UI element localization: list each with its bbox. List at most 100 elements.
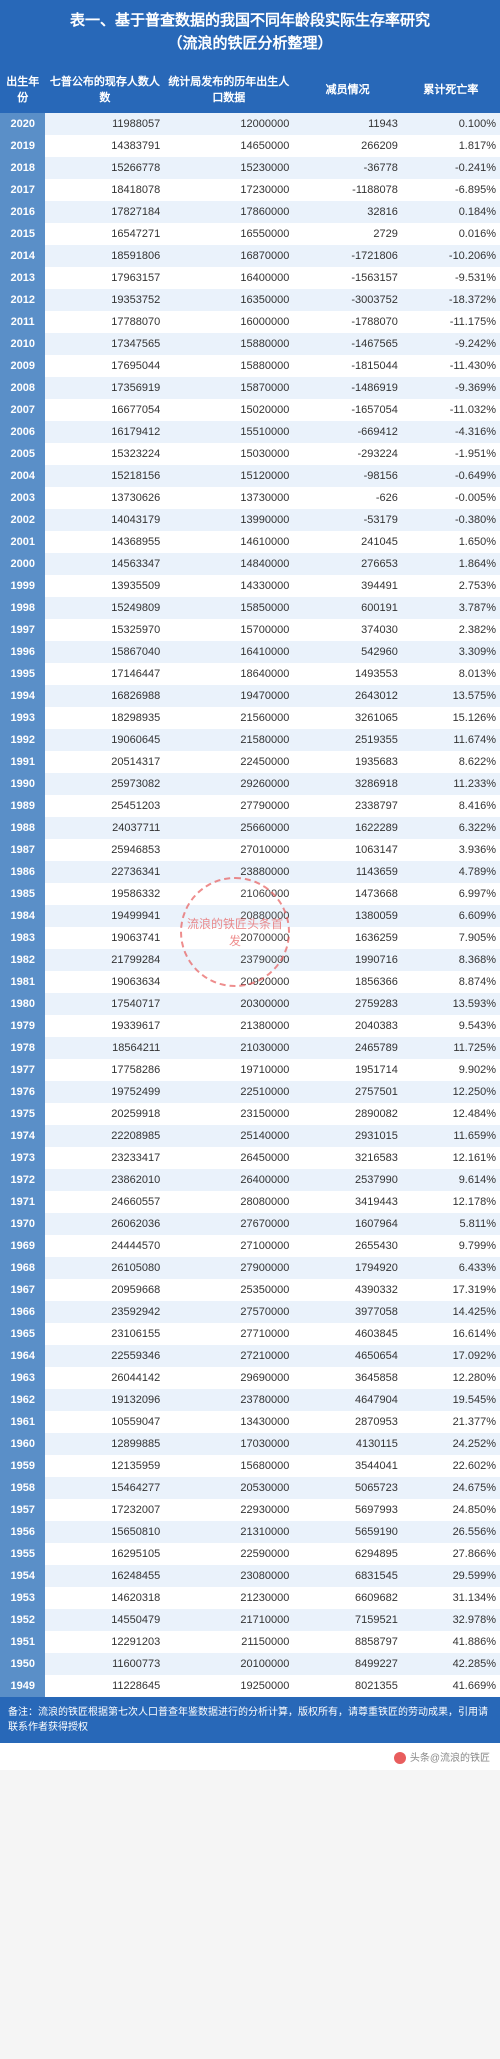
cell: 2338797: [293, 795, 401, 817]
cell: 29690000: [164, 1367, 293, 1389]
table-row: 1987259468532701000010631473.936%: [0, 839, 500, 861]
cell: 0.184%: [402, 201, 500, 223]
cell: 16826988: [45, 685, 164, 707]
cell: -669412: [293, 421, 401, 443]
cell: 542960: [293, 641, 401, 663]
table-row: 19561565081021310000565919026.556%: [0, 1521, 500, 1543]
cell: 25451203: [45, 795, 164, 817]
cell: 14383791: [45, 135, 164, 157]
cell: 8.622%: [402, 751, 500, 773]
cell: 25140000: [164, 1125, 293, 1147]
cell: 13.593%: [402, 993, 500, 1015]
cell: 394491: [293, 575, 401, 597]
cell: -98156: [293, 465, 401, 487]
cell: 17758286: [45, 1059, 164, 1081]
cell: 21230000: [164, 1587, 293, 1609]
cell: 1473668: [293, 883, 401, 905]
cell: 374030: [293, 619, 401, 641]
table-row: 19801754071720300000275928313.593%: [0, 993, 500, 1015]
cell: 19353752: [45, 289, 164, 311]
cell: -3003752: [293, 289, 401, 311]
cell: 1951: [0, 1631, 45, 1653]
table-row: 19601289988517030000413011524.252%: [0, 1433, 500, 1455]
table-row: 19581546427720530000506572324.675%: [0, 1477, 500, 1499]
cell: 3544041: [293, 1455, 401, 1477]
cell: 17146447: [45, 663, 164, 685]
cell: -0.649%: [402, 465, 500, 487]
table-row: 1991205143172245000019356838.622%: [0, 751, 500, 773]
cell: 19710000: [164, 1059, 293, 1081]
cell: 2009: [0, 355, 45, 377]
cell: 20880000: [164, 905, 293, 927]
cell: -10.206%: [402, 245, 500, 267]
cell: 2004: [0, 465, 45, 487]
cell: 13.575%: [402, 685, 500, 707]
cell: 19586332: [45, 883, 164, 905]
cell: 5.811%: [402, 1213, 500, 1235]
cell: 1856366: [293, 971, 401, 993]
cell: 1063147: [293, 839, 401, 861]
table-row: 19611055904713430000287095321.377%: [0, 1411, 500, 1433]
cell: 14043179: [45, 509, 164, 531]
cell: 21150000: [164, 1631, 293, 1653]
cell: 24660557: [45, 1191, 164, 1213]
table-row: 20201198805712000000119430.100%: [0, 113, 500, 135]
cell: 4130115: [293, 1433, 401, 1455]
cell: 20514317: [45, 751, 164, 773]
cell: 8.013%: [402, 663, 500, 685]
cell: 19250000: [164, 1675, 293, 1697]
cell: 2931015: [293, 1125, 401, 1147]
cell: 15120000: [164, 465, 293, 487]
cell: 18591806: [45, 245, 164, 267]
cell: 600191: [293, 597, 401, 619]
cell: 6.997%: [402, 883, 500, 905]
cell: 1961: [0, 1411, 45, 1433]
table-row: 19902597308229260000328691811.233%: [0, 773, 500, 795]
cell: 1982: [0, 949, 45, 971]
cell: 24.850%: [402, 1499, 500, 1521]
cell: 1954: [0, 1565, 45, 1587]
cell: 16.614%: [402, 1323, 500, 1345]
table-row: 1985195863322106000014736686.997%: [0, 883, 500, 905]
cell: 16547271: [45, 223, 164, 245]
cell: 12000000: [164, 113, 293, 135]
table-row: 1995171464471864000014935538.013%: [0, 663, 500, 685]
table-row: 1969244445702710000026554309.799%: [0, 1235, 500, 1257]
cell: 4647904: [293, 1389, 401, 1411]
cell: 1990: [0, 773, 45, 795]
cell: 21580000: [164, 729, 293, 751]
cell: 23880000: [164, 861, 293, 883]
cell: 17827184: [45, 201, 164, 223]
cell: 32.978%: [402, 1609, 500, 1631]
cell: 5659190: [293, 1521, 401, 1543]
cell: 11600773: [45, 1653, 164, 1675]
cell: 22590000: [164, 1543, 293, 1565]
title-line1: 表一、基于普查数据的我国不同年龄段实际生存率研究: [70, 12, 430, 29]
cell: 16400000: [164, 267, 293, 289]
table-row: 19632604414229690000364585812.280%: [0, 1367, 500, 1389]
cell: 41.886%: [402, 1631, 500, 1653]
cell: 20920000: [164, 971, 293, 993]
cell: 1493553: [293, 663, 401, 685]
cell: 6.322%: [402, 817, 500, 839]
table-row: 19941682698819470000264301213.575%: [0, 685, 500, 707]
cell: 2655430: [293, 1235, 401, 1257]
table-row: 20021404317913990000-53179-0.380%: [0, 509, 500, 531]
cell: 19132096: [45, 1389, 164, 1411]
col-year: 出生年份: [0, 65, 45, 113]
cell: 1978: [0, 1037, 45, 1059]
cell: 26450000: [164, 1147, 293, 1169]
cell: 1970: [0, 1213, 45, 1235]
cell: 1981: [0, 971, 45, 993]
cell: 4603845: [293, 1323, 401, 1345]
cell: 27670000: [164, 1213, 293, 1235]
cell: 26044142: [45, 1367, 164, 1389]
cell: 15680000: [164, 1455, 293, 1477]
cell: 1380059: [293, 905, 401, 927]
cell: 19499941: [45, 905, 164, 927]
cell: 2759283: [293, 993, 401, 1015]
cell: 1962: [0, 1389, 45, 1411]
cell: -1.951%: [402, 443, 500, 465]
cell: 24.252%: [402, 1433, 500, 1455]
cell: 14650000: [164, 135, 293, 157]
